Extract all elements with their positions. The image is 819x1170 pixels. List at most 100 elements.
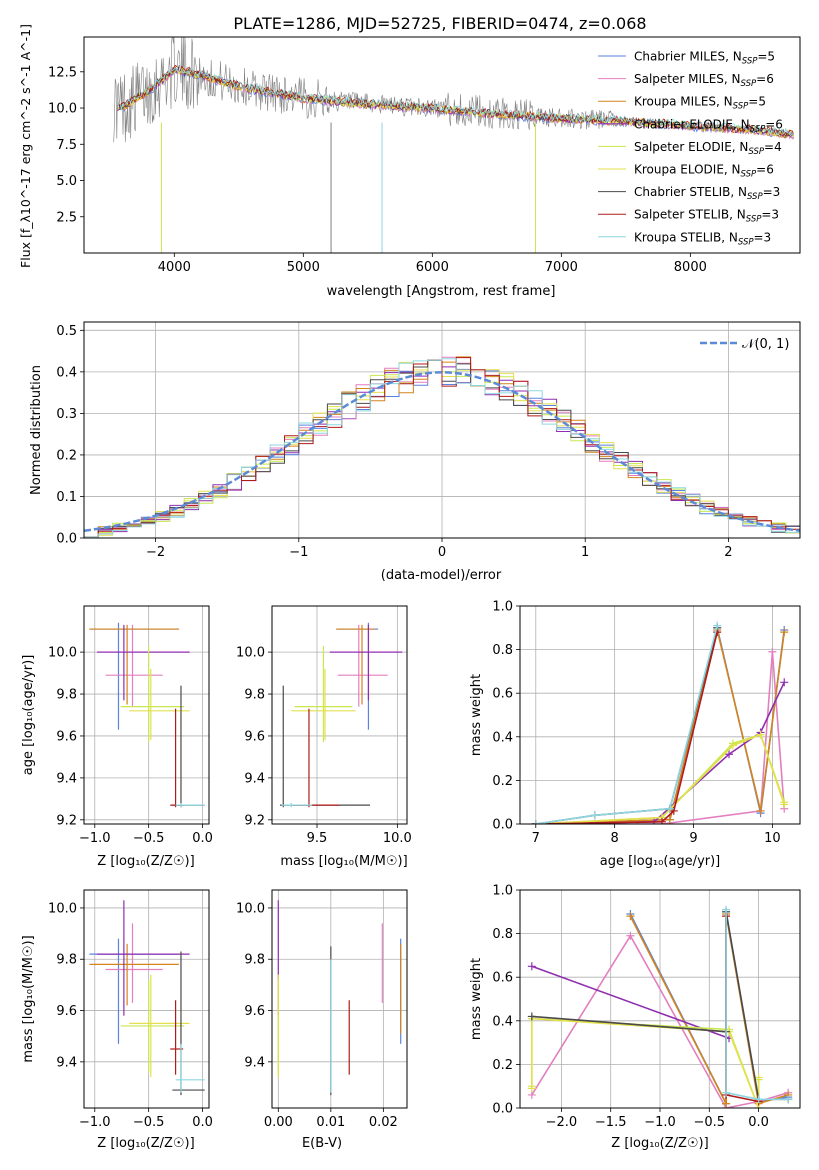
legend-label-salpeter_miles: Salpeter MILES, NSSP=6 [634, 72, 774, 89]
spectrum-traces [113, 37, 794, 253]
weight-marker-kroupa_stelib [784, 1095, 793, 1104]
observed-spectrum [113, 37, 616, 143]
weight-vs-Z-ylabel: mass weight [469, 958, 484, 1040]
x-tick-label: −2.0 [546, 1115, 578, 1130]
weight-marker-kroupa_elodie [527, 1084, 536, 1093]
y-tick-label: 0.8 [492, 643, 513, 658]
errorbars [89, 622, 205, 808]
weight-marker-kroupa_elodie [728, 741, 737, 750]
x-tick-label: 0.0 [748, 1115, 769, 1130]
weight-line-kroupa_elodie [535, 733, 785, 824]
spectrum-panel: 4000 5000 6000 7000 8000 2.5 5.0 7.5 10.0 12.5 wa… [18, 24, 801, 299]
age-vs-Z-panel: −1.0 −0.5 0.0 9.2 9.4 9.6 9.8 10.0 Z [log₁₀(Z/Z… [21, 605, 213, 869]
weight-marker-salpeter_miles [768, 647, 777, 656]
mass-vs-Z-panel: −1.0 −0.5 0.0 9.4 9.6 9.8 10.0 Z [log₁₀(Z/Z☉)]… [21, 889, 213, 1151]
histograms [84, 356, 800, 538]
weight-line-salpeter_elodie [535, 733, 785, 824]
y-tick-label: 0.0 [492, 1102, 513, 1117]
legend-label-salpeter_stelib: Salpeter STELIB, NSSP=3 [634, 208, 779, 225]
plot-frame [83, 605, 210, 825]
x-tick-label: 2 [724, 545, 732, 560]
model-spectrum-salpeter_stelib [117, 64, 794, 137]
weight-lines [531, 621, 789, 824]
y-tick-label: 12.5 [48, 65, 77, 80]
x-tick-label: −1.0 [644, 1115, 676, 1130]
weight-line-salpeter_stelib [535, 632, 718, 824]
x-tick-label: 8 [611, 831, 619, 846]
x-tick-label: −0.5 [133, 1115, 165, 1130]
mass-vs-Z-ylabel: mass [log₁₀(M/M☉)] [21, 935, 36, 1062]
y-tick-label: 0.8 [492, 927, 513, 942]
weight-lines [527, 905, 793, 1108]
mass-vs-ebv-panel: 0.00 0.01 0.02 9.4 9.6 9.8 10.0 E(B-V) [236, 889, 408, 1151]
plot-frame [271, 889, 408, 1109]
legend-label-kroupa_miles: Kroupa MILES, NSSP=5 [634, 95, 766, 112]
weight-marker-chabrier_stelib [527, 1012, 536, 1021]
legend-label-chabrier_stelib: Chabrier STELIB, NSSP=3 [634, 185, 780, 202]
histogram-kroupa_stelib [84, 358, 800, 538]
weight-line-chabrier_elodie [531, 965, 730, 1039]
weight-line-chabrier_stelib [535, 627, 718, 824]
legend-label-chabrier_elodie: Chabrier ELODIE, NSSP=6 [634, 117, 783, 134]
y-tick-label: 9.4 [56, 1055, 77, 1070]
y-tick-label: 2.5 [56, 210, 77, 225]
legend-label-chabrier_miles: Chabrier MILES, NSSP=5 [634, 50, 775, 67]
plot-frame [519, 889, 801, 1109]
weight-line-kroupa_miles [535, 629, 785, 824]
x-tick-label: 9 [689, 831, 697, 846]
weight-marker-kroupa_miles [722, 1099, 731, 1108]
legend-label-kroupa_elodie: Kroupa ELODIE, NSSP=6 [634, 163, 774, 180]
age-vs-Z-xlabel: Z [log₁₀(Z/Z☉)] [97, 854, 194, 869]
x-tick-label: 9.5 [307, 831, 328, 846]
weight-vs-age-ylabel: mass weight [469, 674, 484, 756]
weight-line-kroupa_stelib [535, 625, 718, 824]
y-tick-label: 0.1 [56, 490, 77, 505]
y-tick-label: 9.6 [244, 729, 265, 744]
weight-line-kroupa_stelib [725, 909, 789, 1101]
y-tick-label: 9.8 [244, 688, 265, 703]
x-tick-label: −0.5 [133, 831, 165, 846]
weight-marker-kroupa_elodie [756, 730, 765, 739]
x-tick-label: −2 [146, 545, 165, 560]
y-tick-label: 9.4 [244, 771, 265, 786]
x-tick-label: −0.5 [694, 1115, 726, 1130]
residuals-xlabel: (data-model)/error [381, 568, 502, 583]
x-tick-label: −1 [289, 545, 308, 560]
x-tick-label: 10.0 [383, 831, 412, 846]
figure-title: PLATE=1286, MJD=52725, FIBERID=0474, z=0… [233, 14, 646, 33]
x-tick-label: 8000 [674, 260, 707, 275]
weight-marker-kroupa_miles [780, 628, 789, 637]
y-tick-label: 10.0 [236, 901, 265, 916]
x-tick-label: −1.5 [595, 1115, 627, 1130]
errorbars [280, 622, 403, 808]
model-spectrum-chabrier_stelib [117, 64, 794, 138]
weight-vs-age-panel: 7 8 9 10 0.0 0.2 0.4 0.6 0.8 1.0 age [log₁₀(age/y… [469, 600, 801, 869]
spectrum-xlabel: wavelength [Angstrom, rest frame] [327, 284, 556, 299]
legend-label-salpeter_elodie: Salpeter ELODIE, NSSP=4 [634, 140, 782, 157]
weight-marker-kroupa_stelib [722, 1088, 731, 1097]
plot-frame [83, 321, 801, 539]
age-vs-Z-ylabel: age [log₁₀(age/yr)] [21, 655, 36, 776]
weight-marker-kroupa_stelib [754, 1095, 763, 1104]
x-tick-label: 0.02 [369, 1115, 398, 1130]
weight-line-salpeter_miles [535, 651, 785, 824]
weight-marker-salpeter_stelib [657, 817, 666, 824]
x-tick-label: −1.0 [79, 1115, 111, 1130]
weight-line-chabrier_miles [535, 627, 785, 824]
age-vs-mass-panel: 9.5 10.0 9.2 9.4 9.6 9.8 10.0 mass [log₁₀(M/M☉… [236, 605, 412, 869]
model-spectrum-salpeter_elodie [117, 67, 794, 138]
y-tick-label: 9.6 [56, 1004, 77, 1019]
spectrum-legend: Chabrier MILES, NSSP=5 Salpeter MILES, NS… [598, 50, 783, 247]
y-tick-label: 10.0 [48, 646, 77, 661]
x-tick-label: −1.0 [79, 831, 111, 846]
plot-frame [83, 36, 801, 254]
residual-panel: −2 −1 0 1 2 0.0 0.1 0.2 0.3 0.4 0.5 (data-model)/e… [29, 321, 801, 583]
errorbars [277, 900, 402, 1096]
y-tick-label: 9.8 [244, 953, 265, 968]
weight-marker-kroupa_stelib [590, 811, 599, 820]
y-tick-label: 9.6 [244, 1004, 265, 1019]
x-tick-label: 0.0 [192, 1115, 213, 1130]
weight-marker-kroupa_stelib [531, 820, 540, 824]
y-tick-label: 0.3 [56, 407, 77, 422]
mass-vs-ebv-xlabel: E(B-V) [302, 1136, 342, 1151]
